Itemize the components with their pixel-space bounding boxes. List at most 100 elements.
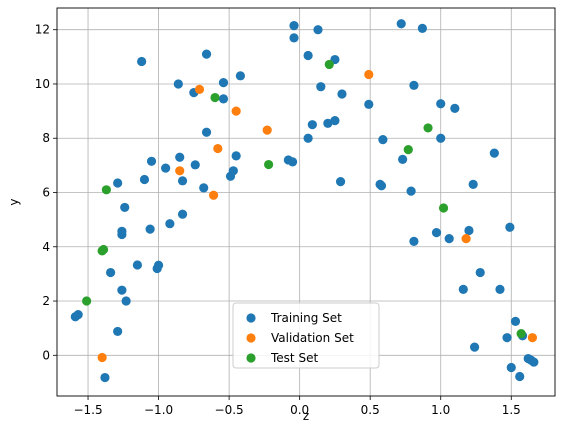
x-tick-label: 1.5: [502, 403, 521, 417]
data-point: [117, 226, 127, 236]
x-tick-label: 0.5: [361, 403, 380, 417]
data-point: [101, 185, 111, 195]
data-point: [330, 116, 340, 126]
data-point: [213, 143, 223, 154]
data-point: [436, 99, 446, 109]
data-point: [324, 59, 334, 70]
data-point: [464, 225, 474, 236]
x-tick-label: −1.5: [73, 403, 102, 417]
data-point: [175, 166, 185, 176]
data-point: [506, 362, 516, 373]
plot-frame: [56, 7, 556, 397]
data-point: [289, 21, 299, 31]
x-axis-label: z: [303, 409, 309, 423]
data-point: [210, 92, 220, 103]
legend-box: [232, 302, 380, 369]
legend-marker: [246, 313, 256, 323]
data-point: [431, 228, 442, 238]
series-training-set: [70, 19, 539, 383]
y-tick-label: 8: [42, 131, 50, 145]
data-point: [264, 159, 274, 170]
data-point: [262, 125, 272, 135]
data-point: [228, 166, 238, 176]
data-point: [106, 267, 116, 278]
data-point: [218, 94, 229, 104]
data-point: [287, 157, 298, 167]
data-point: [307, 120, 317, 130]
legend-label: Test Set: [270, 351, 318, 365]
y-tick-label: 6: [42, 186, 50, 200]
series-validation-set: [97, 69, 538, 363]
data-point: [403, 145, 413, 155]
data-point: [137, 56, 147, 67]
legend-label: Validation Set: [271, 331, 354, 345]
data-point: [516, 328, 526, 339]
data-point: [510, 316, 521, 326]
data-point: [139, 174, 150, 185]
data-point: [98, 244, 109, 255]
data-point: [231, 106, 241, 116]
y-axis-label: y: [7, 198, 21, 205]
data-point: [117, 285, 127, 295]
data-point: [515, 371, 525, 382]
data-point: [313, 25, 323, 35]
data-point: [199, 183, 209, 193]
data-point: [175, 152, 185, 162]
y-tick-label: 2: [42, 294, 50, 308]
legend-label: Training Set: [270, 311, 342, 325]
data-point: [406, 186, 416, 196]
x-tick-label: −1.0: [144, 403, 173, 417]
data-point: [376, 181, 387, 191]
data-point: [468, 179, 478, 189]
data-point: [323, 118, 333, 128]
data-point: [364, 69, 374, 80]
x-tick-label: 0.0: [290, 403, 309, 417]
data-point: [489, 148, 499, 158]
data-point: [475, 267, 485, 278]
data-point: [423, 123, 433, 133]
data-point: [161, 163, 171, 173]
y-tick-label: 4: [42, 240, 50, 254]
data-point: [289, 33, 299, 43]
data-point: [444, 234, 454, 244]
legend-marker: [246, 353, 256, 363]
data-point: [82, 296, 92, 306]
data-point: [177, 209, 188, 219]
data-point: [461, 234, 471, 244]
data-point: [458, 284, 468, 294]
data-point: [153, 260, 164, 270]
data-point: [396, 19, 406, 29]
data-point: [201, 127, 212, 137]
data-point: [231, 151, 241, 161]
data-point: [113, 178, 123, 188]
x-tick-label: 1.0: [431, 403, 450, 417]
data-point: [398, 154, 408, 165]
data-point: [303, 50, 313, 61]
data-point: [337, 89, 347, 99]
data-point: [146, 156, 157, 166]
data-point: [173, 79, 183, 89]
data-point: [113, 326, 123, 337]
data-point: [495, 284, 505, 294]
data-point: [469, 342, 480, 352]
data-point: [208, 190, 219, 200]
data-point: [335, 177, 346, 187]
legend: Training Set Validation Set Test Set: [232, 302, 380, 369]
data-point: [409, 80, 419, 90]
data-point: [364, 99, 374, 109]
data-point: [378, 134, 388, 145]
data-points: [70, 19, 539, 383]
data-point: [527, 333, 538, 343]
data-point: [529, 357, 539, 367]
y-tick-label: 0: [42, 348, 50, 362]
data-point: [73, 310, 83, 320]
data-point: [438, 203, 449, 213]
grid-lines: [57, 8, 555, 396]
data-point: [417, 23, 427, 33]
data-point: [194, 84, 205, 94]
data-point: [120, 202, 130, 213]
legend-marker: [246, 333, 256, 343]
data-point: [436, 133, 446, 143]
axis-ticks: −1.5 −1.0 −0.5 0.0 0.5 1.0 1.5 0 2 4 6 8 10 12: [35, 23, 521, 417]
